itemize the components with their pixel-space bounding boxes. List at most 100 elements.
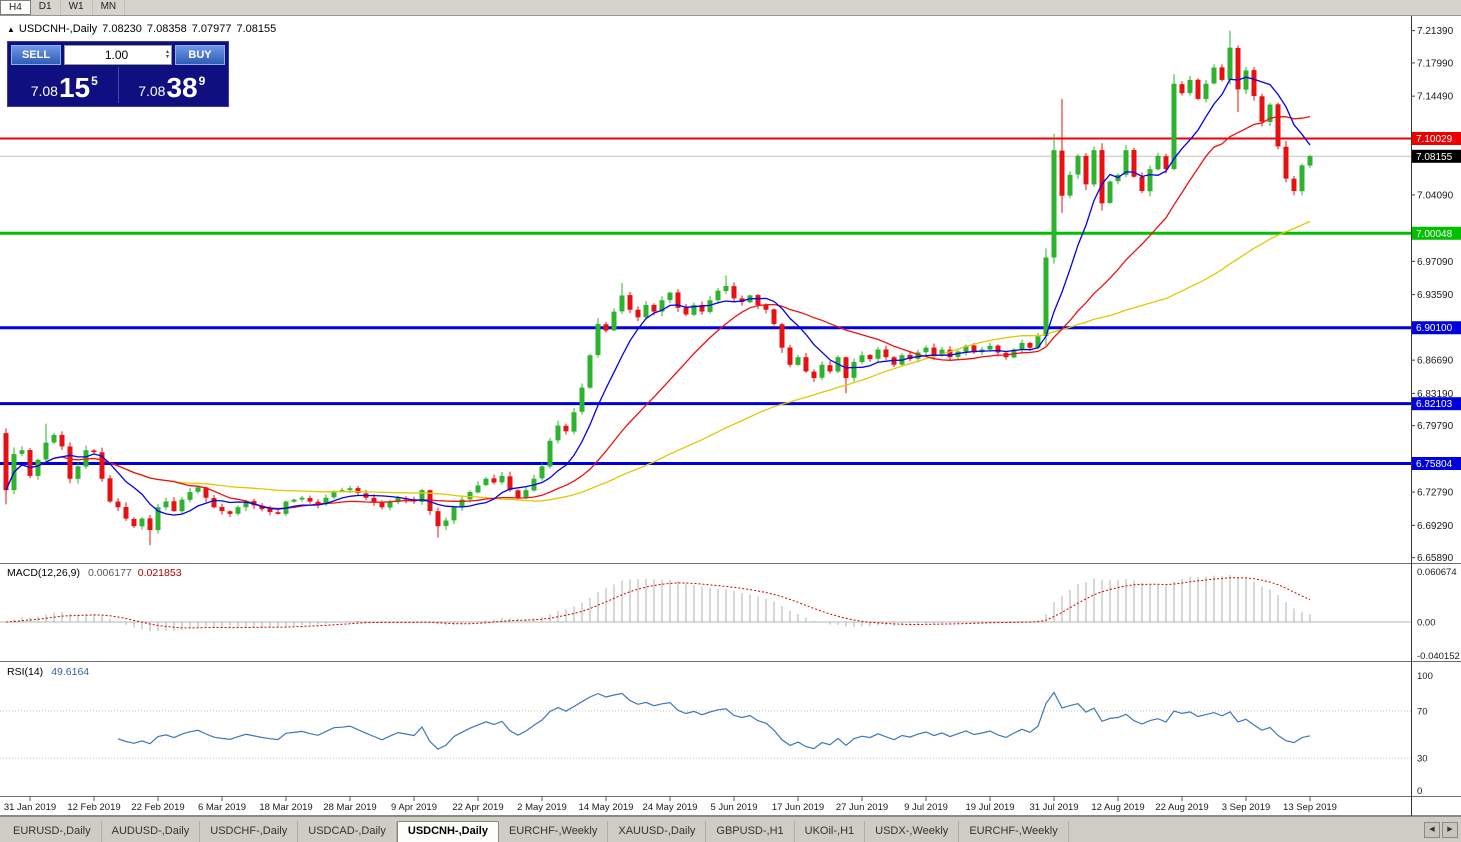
chart-tab[interactable]: EURCHF-,Weekly bbox=[499, 821, 609, 842]
date-axis-tick: 31 Jan 2019 bbox=[4, 802, 56, 813]
chart-tab[interactable]: UKOil-,H1 bbox=[795, 821, 866, 842]
buy-price-prefix: 7.08 bbox=[138, 83, 166, 99]
candles-layer bbox=[3, 30, 1313, 546]
svg-text:7.00048: 7.00048 bbox=[1416, 229, 1453, 240]
timeframe-button-w1[interactable]: W1 bbox=[61, 0, 93, 15]
tab-scroll: ◀ ▶ bbox=[1424, 822, 1458, 838]
svg-text:6.75804: 6.75804 bbox=[1416, 459, 1453, 470]
date-axis-tick: 9 Jul 2019 bbox=[904, 802, 948, 813]
price-tag-6.90100[interactable]: 6.90100 bbox=[1412, 321, 1461, 335]
price-axis: 7.21390 7.17990 7.14490 7.04090 6.97090 6.935… bbox=[1411, 26, 1454, 564]
tab-scroll-left-icon[interactable]: ◀ bbox=[1424, 822, 1440, 838]
spin-up-icon[interactable]: ▴ bbox=[165, 49, 169, 55]
date-axis-tick: 22 Aug 2019 bbox=[1155, 802, 1208, 813]
date-axis: 31 Jan 2019 12 Feb 2019 22 Feb 2019 6 Mar 2… bbox=[4, 797, 1337, 813]
price-axis-tick: 6.79790 bbox=[1417, 421, 1454, 432]
rsi-axis: 100 70 30 0 bbox=[1417, 671, 1433, 797]
rsi-name: RSI(14) bbox=[7, 666, 44, 678]
macd-axis: 0.060674 0.00 -0.040152 bbox=[1417, 567, 1460, 662]
volume-input[interactable]: 1.00 ▴ ▾ bbox=[64, 45, 172, 65]
chart-tab[interactable]: USDCNH-,Daily bbox=[396, 821, 499, 842]
chart-header: ▲ USDCNH-,Daily 7.08230 7.08358 7.07977 7.081… bbox=[7, 23, 276, 35]
rsi-axis-tick: 0 bbox=[1417, 786, 1422, 797]
chart-tab[interactable]: GBPUSD-,H1 bbox=[706, 821, 795, 842]
chart-tab[interactable]: USDX-,Weekly bbox=[865, 821, 960, 842]
period-toolbar: H4 D1 W1 MN bbox=[0, 0, 1461, 16]
buy-price-pip: 9 bbox=[198, 74, 206, 88]
timeframe-button-h4[interactable]: H4 bbox=[0, 0, 31, 15]
current-price-tag[interactable]: 7.08155 bbox=[1412, 149, 1461, 163]
price-axis-tick: 7.04090 bbox=[1417, 190, 1454, 201]
rsi-label: RSI(14) 49.6164 bbox=[7, 666, 89, 678]
date-axis-tick: 28 Mar 2019 bbox=[323, 802, 376, 813]
date-axis-tick: 31 Jul 2019 bbox=[1029, 802, 1078, 813]
price-axis-tick: 6.97090 bbox=[1417, 257, 1454, 268]
macd-label: MACD(12,26,9) 0.006177 0.021853 bbox=[7, 567, 182, 579]
toolbar-spacer bbox=[125, 0, 1461, 15]
volume-value[interactable]: 1.00 bbox=[104, 48, 129, 62]
buy-button[interactable]: BUY bbox=[175, 45, 225, 65]
date-axis-tick: 5 Jun 2019 bbox=[710, 802, 757, 813]
price-axis-tick: 7.21390 bbox=[1417, 26, 1454, 37]
one-click-trade-panel: SELL 1.00 ▴ ▾ BUY 7.08 15 5 7.08 38 9 bbox=[7, 41, 229, 107]
svg-text:6.90100: 6.90100 bbox=[1416, 323, 1453, 334]
chart-tab[interactable]: USDCHF-,Daily bbox=[200, 821, 299, 842]
buy-price-big: 38 bbox=[166, 72, 198, 104]
macd-axis-tick: -0.040152 bbox=[1417, 651, 1460, 662]
chart-tab[interactable]: USDCAD-,Daily bbox=[298, 821, 397, 842]
date-axis-tick: 6 Mar 2019 bbox=[198, 802, 246, 813]
ma-line-8 bbox=[5, 76, 1311, 516]
svg-text:7.10029: 7.10029 bbox=[1416, 134, 1453, 145]
timeframe-button-mn[interactable]: MN bbox=[93, 0, 126, 15]
price-tag-7.10029[interactable]: 7.10029 bbox=[1412, 132, 1461, 145]
date-axis-tick: 12 Aug 2019 bbox=[1091, 802, 1144, 813]
date-axis-tick: 22 Feb 2019 bbox=[131, 802, 184, 813]
date-axis-tick: 27 Jun 2019 bbox=[836, 802, 888, 813]
price-tag-6.75804[interactable]: 6.75804 bbox=[1412, 457, 1461, 471]
date-axis-tick: 22 Apr 2019 bbox=[452, 802, 503, 813]
date-axis-tick: 18 Mar 2019 bbox=[259, 802, 312, 813]
date-axis-tick: 2 May 2019 bbox=[517, 802, 567, 813]
svg-text:7.08155: 7.08155 bbox=[1416, 152, 1453, 163]
date-axis-tick: 9 Apr 2019 bbox=[391, 802, 437, 813]
chart-tab[interactable]: EURCHF-,Weekly bbox=[959, 821, 1069, 842]
sell-price[interactable]: 7.08 15 5 bbox=[11, 67, 119, 103]
chart-tab[interactable]: AUDUSD-,Daily bbox=[102, 821, 201, 842]
macd-axis-tick: 0.00 bbox=[1417, 618, 1436, 629]
svg-text:6.82103: 6.82103 bbox=[1416, 399, 1453, 410]
trade-panel-toggle-icon[interactable]: ▲ bbox=[7, 25, 15, 34]
timeframe-button-d1[interactable]: D1 bbox=[31, 0, 61, 15]
date-axis-tick: 24 May 2019 bbox=[643, 802, 698, 813]
macd-signal-value: 0.021853 bbox=[137, 567, 182, 579]
buy-price[interactable]: 7.08 38 9 bbox=[119, 67, 226, 103]
rsi-value: 49.6164 bbox=[51, 666, 90, 678]
chart-tab[interactable]: EURUSD-,Daily bbox=[3, 821, 102, 842]
sell-button[interactable]: SELL bbox=[11, 45, 61, 65]
price-tag-6.82103[interactable]: 6.82103 bbox=[1412, 397, 1461, 411]
chart-tab[interactable]: XAUUSD-,Daily bbox=[608, 821, 707, 842]
ma-line-55 bbox=[5, 220, 1311, 502]
price-axis-tick: 6.86690 bbox=[1417, 356, 1454, 367]
price-axis-tick: 6.65890 bbox=[1417, 553, 1454, 564]
rsi-axis-tick: 100 bbox=[1417, 671, 1433, 682]
price-tag-7.00048[interactable]: 7.00048 bbox=[1412, 226, 1461, 240]
horizontal-levels-layer bbox=[0, 137, 1411, 466]
chart-background bbox=[0, 16, 1461, 816]
macd-signal-line bbox=[5, 577, 1311, 629]
rsi-axis-tick: 30 bbox=[1417, 754, 1428, 765]
bar-close-value: 7.08155 bbox=[236, 23, 277, 35]
spin-down-icon[interactable]: ▾ bbox=[165, 54, 169, 60]
tab-scroll-right-icon[interactable]: ▶ bbox=[1442, 822, 1458, 838]
sell-price-big: 15 bbox=[58, 72, 91, 104]
price-axis-tick: 6.93590 bbox=[1417, 290, 1454, 301]
date-axis-tick: 12 Feb 2019 bbox=[67, 802, 120, 813]
date-axis-tick: 17 Jun 2019 bbox=[772, 802, 824, 813]
price-axis-tick: 6.72790 bbox=[1417, 488, 1454, 499]
bar-open-value: 7.08230 bbox=[102, 23, 142, 35]
bar-low-value: 7.07977 bbox=[191, 23, 232, 35]
volume-spinner[interactable]: ▴ ▾ bbox=[165, 49, 169, 60]
macd-name: MACD(12,26,9) bbox=[7, 567, 80, 579]
rsi-line bbox=[117, 691, 1311, 750]
